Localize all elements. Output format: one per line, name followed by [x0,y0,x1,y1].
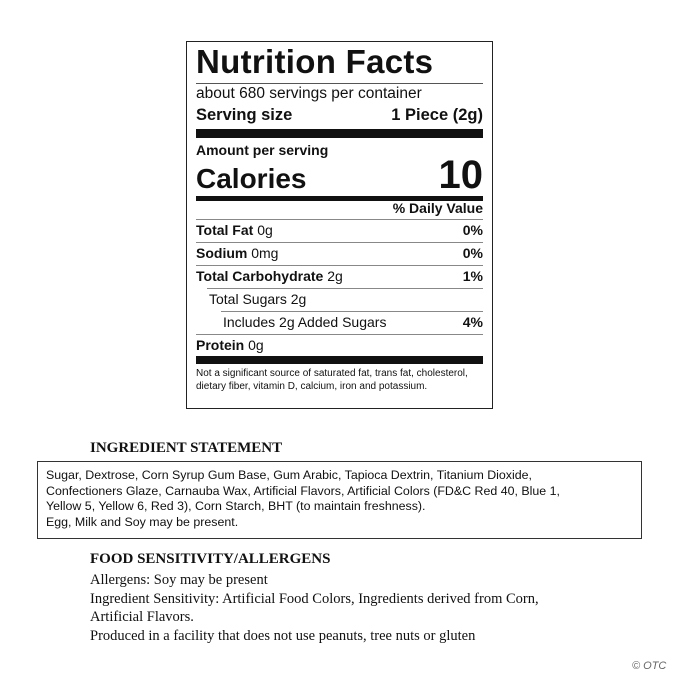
nutrient-row: Total Carbohydrate 2g 1% [196,265,483,287]
nutrient-amount: 2g [327,268,343,284]
allergen-line: Allergens: Soy may be present [90,572,268,588]
ingredient-line: Sugar, Dextrose, Corn Syrup Gum Base, Gu… [46,468,532,482]
allergen-line: Produced in a facility that does not use… [90,628,476,645]
label-title: Nutrition Facts [196,43,434,80]
serving-size: Serving size 1 Piece (2g) [196,104,483,126]
ingredient-line: Confectioners Glaze, Carnauba Wax, Artif… [46,483,560,498]
nutrient-amount: 0g [248,337,264,353]
nutrient-dv: 4% [462,314,483,330]
nutrient-name: Total Sugars [209,291,287,307]
watermark: © OTC [632,660,667,672]
nutrient-row: Sodium 0mg 0% [196,242,483,264]
ingredient-heading: INGREDIENT STATEMENT [90,440,283,456]
ingredient-line: Yellow 5, Yellow 6, Red 3), Corn Starch,… [46,499,426,513]
servings: about 680 servings per container [196,85,422,102]
nutrient-amount: 2g [290,291,307,307]
nutrient-row: Protein 0g [196,334,483,356]
ingredient-line: Egg, Milk and Soy may be present. [46,514,239,529]
allergen-line: Artificial Flavors. [90,609,194,626]
serving-size-label: Serving size [196,106,293,124]
nutrient-name: Protein [196,337,245,353]
allergen-line: Ingredient Sensitivity: Artificial Food … [90,590,539,607]
daily-value-header: % Daily Value [392,200,483,216]
calories-label: Calories [196,163,307,194]
ingredient-box: Sugar, Dextrose, Corn Syrup Gum Base, Gu… [37,461,642,539]
nutrient-name: Total Fat [196,222,254,238]
footnote: Not a significant source of saturated fa… [196,368,468,392]
calories: Calories 10 [196,153,484,197]
nutrient-row: Total Fat 0g 0% [196,219,483,241]
nutrient-row: Includes 2g Added Sugars 4% [223,311,483,333]
allergen-heading: FOOD SENSITIVITY/ALLERGENS [90,551,331,567]
nutrient-name: Total Carbohydrate [196,268,324,284]
nutrient-name: Includes 2g Added Sugars [223,314,387,330]
nutrient-dv: 0% [462,245,483,261]
nutrition-label: Nutrition Facts about 680 servings per c… [186,41,493,409]
nutrient-dv: 0% [462,222,483,238]
nutrient-row: Total Sugars 2g [209,288,483,310]
serving-size-value: 1 Piece (2g) [391,106,483,124]
allergen-text: Allergens: Soy may be present Ingredient… [90,571,539,646]
nutrient-amount: 0g [257,222,273,238]
nutrient-name: Sodium [196,245,248,261]
nutrient-dv: 1% [462,268,483,284]
nutrient-amount: 0mg [251,245,279,261]
calories-value: 10 [438,153,484,197]
amount-per-serving: Amount per serving [196,142,329,158]
